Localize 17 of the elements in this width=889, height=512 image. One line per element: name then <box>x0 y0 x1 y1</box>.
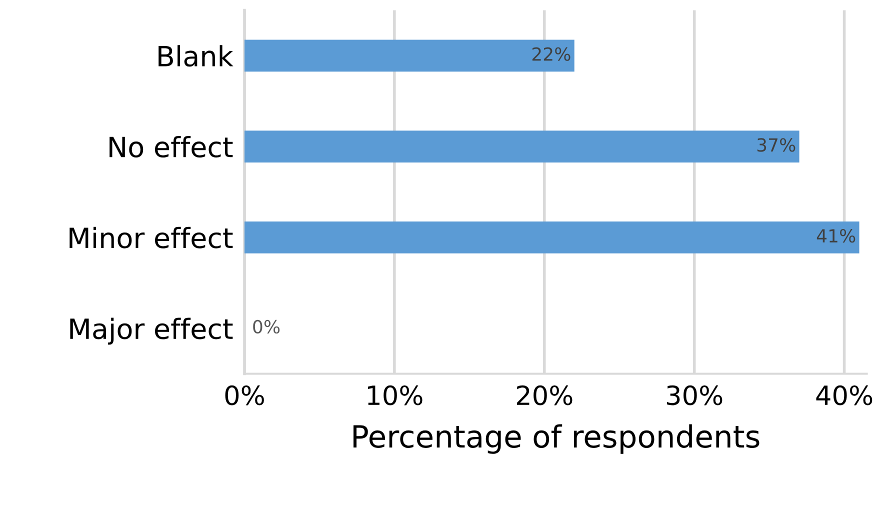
y-tick-label: Blank <box>158 45 234 67</box>
data-label: 41% <box>816 229 856 243</box>
y-tick-label: No effect <box>110 136 233 158</box>
x-tick-label: 40% <box>816 385 872 406</box>
data-label: 0% <box>253 320 280 334</box>
bar <box>244 130 800 162</box>
x-axis-title: Percentage of respondents <box>354 424 760 454</box>
x-tick-label: 10% <box>368 385 422 406</box>
x-tick-label: 30% <box>667 385 722 406</box>
x-tick-label: 20% <box>516 385 572 406</box>
bar <box>244 222 860 254</box>
y-tick-label: Major effect <box>70 318 233 345</box>
data-label: 22% <box>532 47 570 61</box>
data-label: 37% <box>757 138 796 152</box>
bar <box>244 40 574 72</box>
y-tick-label: Minor effect <box>70 226 233 248</box>
x-tick-label: 0% <box>225 385 264 406</box>
